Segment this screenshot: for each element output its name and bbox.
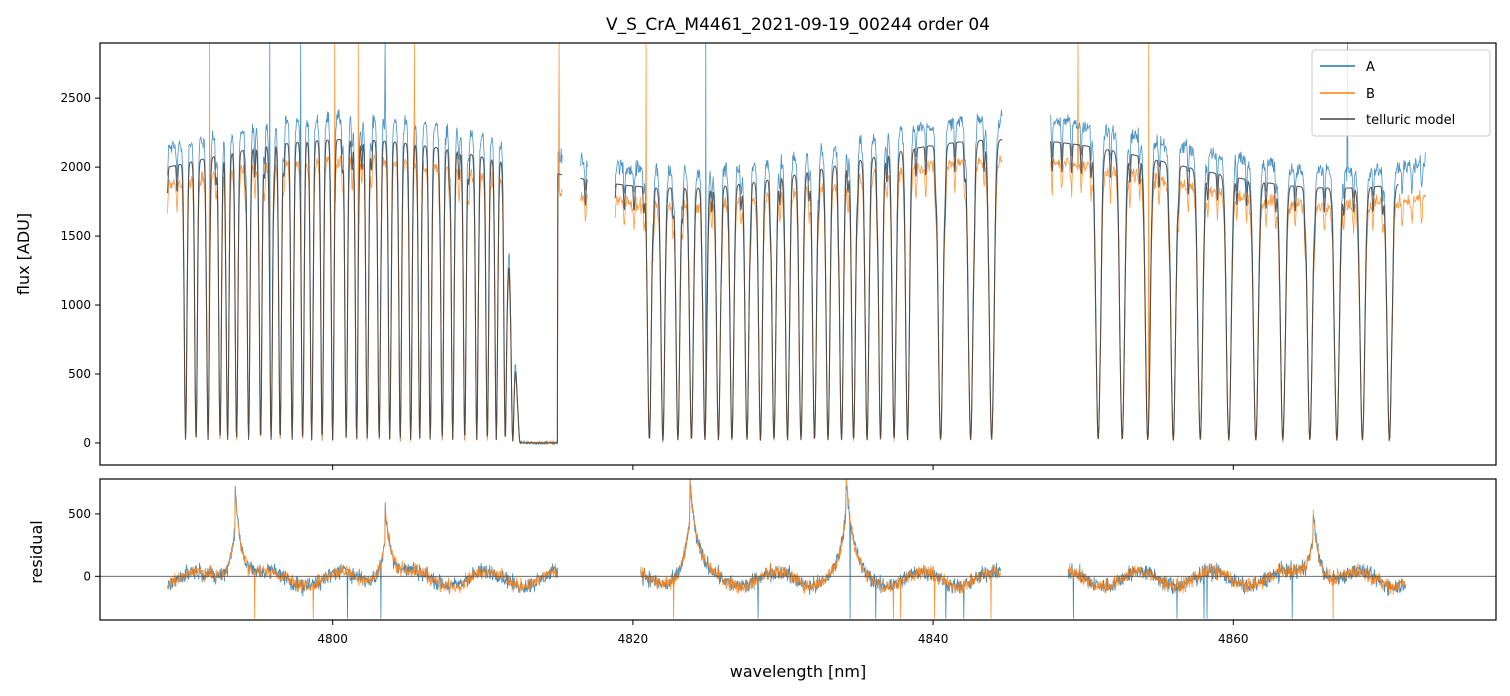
chart-title: V_S_CrA_M4461_2021-09-19_00244 order 04 [606, 15, 990, 35]
legend-label-b: B [1366, 87, 1375, 102]
residual-panel-frame [99, 478, 1497, 621]
residual-x-tick-label: 4860 [1218, 632, 1249, 646]
residual-x-tick-label: 4840 [918, 632, 949, 646]
residual-y-tick-label: 0 [83, 569, 91, 583]
residual-y-tick-label: 500 [68, 507, 91, 521]
legend-box [1311, 49, 1491, 137]
flux-y-tick-label: 2500 [60, 91, 91, 105]
flux-series-group [166, 43, 1426, 446]
flux-panel-frame [99, 42, 1497, 466]
flux-y-tick-label: 2000 [60, 160, 91, 174]
flux-x-ticks [332, 465, 1234, 470]
flux-y-tick-label: 1500 [60, 229, 91, 243]
flux-y-tick-label: 500 [68, 367, 91, 381]
residual-panel: 0 500 4800 4820 4840 4860 residual wavelengt… [27, 478, 1497, 681]
residual-x-tick-label: 4800 [317, 632, 348, 646]
residual-y-ticks: 0 500 [68, 507, 100, 583]
legend-label-telluric: telluric model [1366, 113, 1455, 128]
residual-x-tick-label: 4820 [618, 632, 649, 646]
flux-panel: 0 500 1000 1500 2000 2500 flux [ADU] A B tell… [14, 42, 1497, 470]
legend: A B telluric model [1311, 49, 1491, 137]
flux-y-ticks: 0 500 1000 1500 2000 2500 [60, 91, 100, 450]
residual-y-axis-label: residual [27, 520, 46, 583]
flux-y-tick-label: 1000 [60, 298, 91, 312]
flux-y-tick-label: 0 [83, 436, 91, 450]
x-axis-label: wavelength [nm] [730, 662, 867, 681]
residual-x-ticks: 4800 4820 4840 4860 [317, 620, 1249, 646]
flux-line-telluric-model [166, 138, 1399, 444]
legend-label-a: A [1366, 60, 1375, 75]
flux-y-axis-label: flux [ADU] [14, 213, 33, 295]
